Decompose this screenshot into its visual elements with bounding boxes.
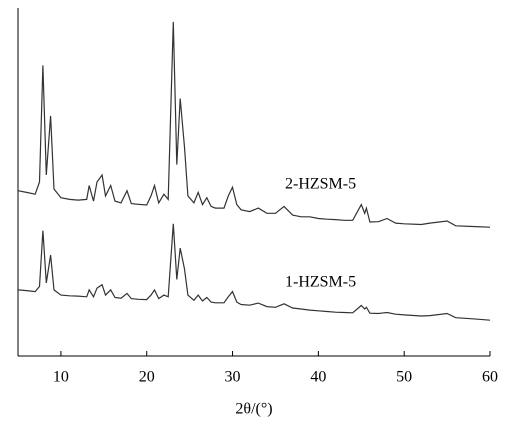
x-axis-label: 2θ/(°): [235, 401, 272, 418]
x-tick-label: 10: [53, 369, 69, 386]
x-tick-label: 50: [396, 369, 412, 386]
x-tick-label: 60: [482, 369, 498, 386]
xrd-line: [17, 223, 491, 321]
series-label: 2-HZSM-5: [285, 176, 356, 193]
series-label: 1-HZSM-5: [285, 274, 356, 291]
xrd-line: [17, 21, 491, 228]
x-tick-label: 30: [225, 369, 241, 386]
x-tick-label: 40: [310, 369, 326, 386]
x-tick-label: 20: [139, 369, 155, 386]
